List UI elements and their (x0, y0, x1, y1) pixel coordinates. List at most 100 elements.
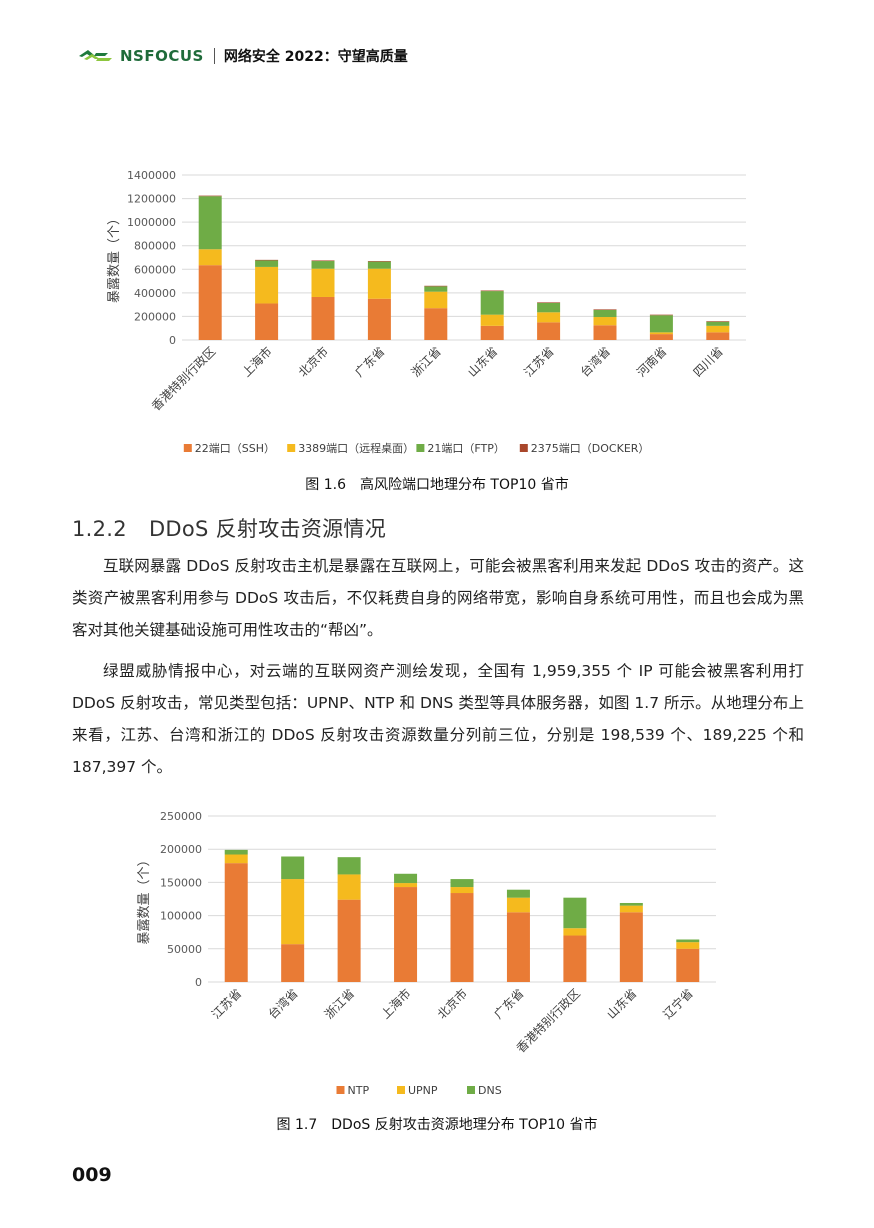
chart-legend: 22端口（SSH） 3389端口（远程桌面） 21端口（FTP） 2375端口（DOC… (183, 442, 650, 455)
bar-segment (676, 948, 700, 982)
bar-segment (563, 928, 587, 936)
legend-label: DNS (478, 1084, 502, 1097)
bar-segment (649, 314, 673, 316)
bar-segment (424, 286, 448, 292)
page-header: NSFOCUS 网络安全 2022：守望高质量 (78, 44, 408, 68)
chart-high-risk-ports: 0 200000 400000 600000 800000 1000000 1200000 1… (0, 0, 874, 470)
bar-segment (255, 266, 279, 304)
y-axis-title: 暴露数量（个） (137, 853, 152, 944)
bar-segment (367, 268, 391, 299)
bar-segment (281, 856, 305, 880)
bar-segment (394, 887, 418, 982)
bar-segment (224, 854, 248, 864)
x-tick-label: 上海市 (378, 986, 414, 1022)
y-axis-title: 暴露数量（个） (107, 212, 122, 303)
chart-ddos-resources-svg: 0 50000 100000 150000 200000 250000 暴露数量（个） 江苏省… (137, 810, 716, 1097)
bar-segment (198, 196, 222, 250)
legend-swatch (336, 1086, 345, 1094)
section-number: 1.2.2 (72, 517, 127, 541)
bar-segment (424, 291, 448, 309)
legend-label: NTP (348, 1084, 370, 1097)
y-tick-label: 150000 (160, 876, 202, 889)
bar-segment (563, 897, 587, 929)
bar-segment (593, 309, 617, 318)
bar-segment (649, 332, 673, 335)
bar-segment (337, 857, 361, 875)
header-title: 网络安全 2022：守望高质量 (223, 49, 408, 65)
chart-high-risk-ports-svg: 0 200000 400000 600000 800000 1000000 1200000 1… (107, 169, 746, 455)
bar-segment (450, 893, 474, 982)
nsfocus-logo-mark-icon (79, 50, 112, 61)
bar-segment (537, 302, 561, 313)
y-tick-label: 50000 (167, 943, 202, 956)
header-divider (213, 48, 215, 64)
bar-segment (593, 325, 617, 340)
bar-segment (281, 944, 305, 982)
bar-segment (676, 942, 700, 949)
figure-1-6-caption: 图 1.6 高风险端口地理分布 TOP10 省市 (305, 477, 569, 493)
legend-swatch (519, 444, 528, 452)
y-tick-label: 1200000 (127, 193, 176, 206)
x-tick-label: 台湾省 (265, 986, 301, 1022)
bar-segment (706, 332, 730, 340)
legend-swatch (467, 1086, 475, 1094)
bar-segment (255, 303, 279, 340)
y-tick-label: 250000 (160, 810, 202, 823)
bar-segment (255, 260, 279, 267)
bar-segment (480, 325, 504, 340)
bar-segment (311, 296, 335, 340)
section-title: DDoS 反射攻击资源情况 (148, 517, 387, 541)
legend-label: 21端口（FTP） (427, 442, 504, 455)
bar-segment (337, 874, 361, 900)
bar-segment (198, 265, 222, 340)
y-tick-label: 1400000 (127, 169, 176, 182)
bar-segment (506, 897, 530, 913)
bar-segment (537, 302, 561, 303)
legend-swatch (183, 444, 192, 452)
bar-segment (480, 291, 504, 315)
legend-label: 2375端口（DOCKER） (531, 442, 650, 455)
bar-segment (198, 195, 222, 197)
bar-segment (593, 309, 617, 310)
legend-swatch (416, 444, 425, 452)
y-tick-label: 400000 (134, 287, 176, 300)
bar-segment (706, 321, 730, 322)
bar-segment (480, 290, 504, 292)
legend-label: 22端口（SSH） (195, 442, 275, 455)
bar-segment (367, 298, 391, 340)
bar-segment (224, 863, 248, 982)
section-heading: 1.2.2 DDoS 反射攻击资源情况 (72, 513, 386, 543)
legend-label: 3389端口（远程桌面） (298, 442, 414, 455)
bar-segment (394, 873, 418, 884)
x-tick-label: 北京市 (434, 986, 470, 1022)
figure-1-7-caption: 图 1.7 DDoS 反射攻击资源地理分布 TOP10 省市 (276, 1117, 598, 1133)
bar-segment (506, 912, 530, 982)
y-tick-label: 0 (169, 334, 176, 347)
bar-segment (649, 315, 673, 333)
bar-segment (619, 902, 643, 906)
y-tick-label: 200000 (160, 843, 202, 856)
x-tick-label: 山东省 (604, 986, 639, 1021)
bar-segment (480, 314, 504, 326)
bar-segment (394, 883, 418, 888)
bar-segment (424, 308, 448, 340)
legend-label: UPNP (408, 1084, 438, 1097)
x-tick-label: 辽宁省 (660, 986, 696, 1022)
x-tick-label: 浙江省 (322, 986, 357, 1021)
bar-segment (619, 912, 643, 982)
y-tick-label: 100000 (160, 910, 202, 923)
bar-segment (450, 879, 474, 888)
bar-segment (593, 317, 617, 326)
x-tick-label: 广东省 (491, 986, 526, 1021)
bar-segment (537, 322, 561, 340)
chart-ddos-resources: 0 50000 100000 150000 200000 250000 暴露数量（个） 江苏省… (137, 810, 716, 1097)
bar-segment (506, 889, 530, 898)
legend-swatch (397, 1086, 405, 1094)
bar-segment (367, 261, 391, 269)
y-tick-label: 200000 (134, 310, 176, 323)
bar-segment (706, 325, 730, 333)
bar-segment (706, 321, 730, 326)
bar-segment (281, 879, 305, 945)
legend-swatch (287, 444, 296, 452)
x-tick-label: 江苏省 (209, 986, 244, 1021)
